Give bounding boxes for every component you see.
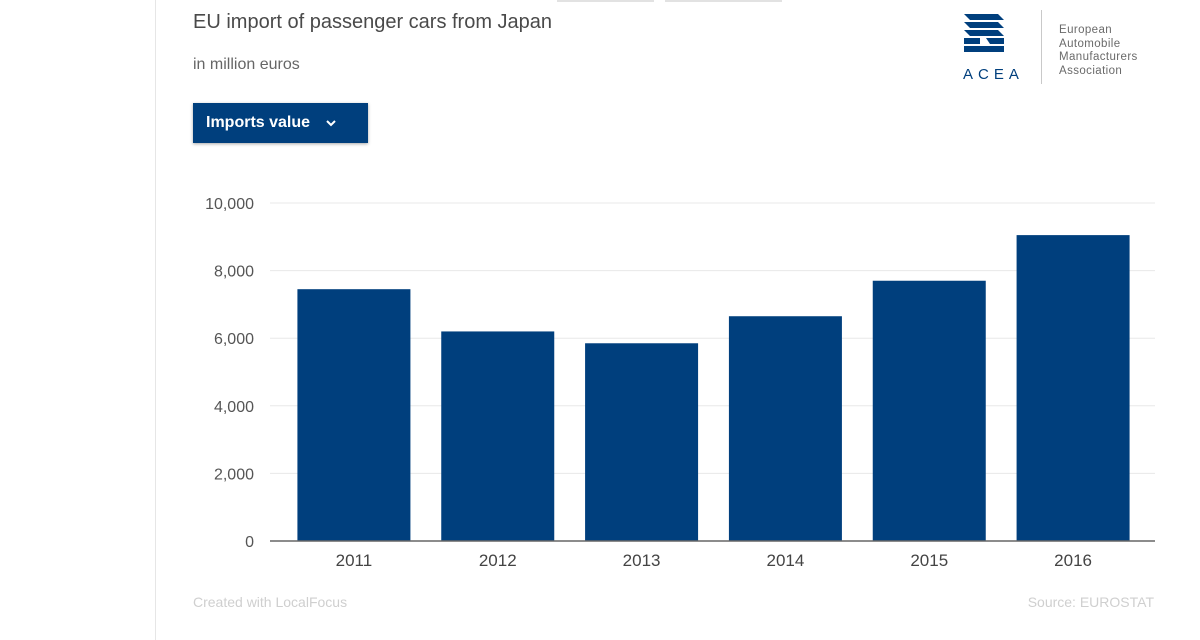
metric-dropdown-label: Imports value xyxy=(206,114,311,131)
bar xyxy=(585,343,699,541)
acea-logo-icon xyxy=(964,14,1004,52)
chart-subtitle: in million euros xyxy=(193,56,300,73)
x-tick-label: 2015 xyxy=(910,551,948,570)
bar xyxy=(872,280,986,541)
y-tick-label: 8,000 xyxy=(214,264,254,281)
y-tick-label: 10,000 xyxy=(205,196,254,213)
chart-title: EU import of passenger cars from Japan xyxy=(193,11,553,33)
y-tick-label: 4,000 xyxy=(214,399,254,416)
bar xyxy=(441,331,555,541)
chevron-down-icon xyxy=(326,120,336,127)
footer-credit: Created with LocalFocus xyxy=(193,594,348,610)
logo-name-line: Manufacturers xyxy=(1059,51,1138,63)
x-tick-label: 2014 xyxy=(767,551,805,570)
x-tick-label: 2013 xyxy=(623,551,661,570)
bar xyxy=(1016,235,1130,542)
y-tick-label: 6,000 xyxy=(214,331,254,348)
x-tick-label: 2011 xyxy=(336,551,373,570)
y-tick-label: 2,000 xyxy=(214,466,254,483)
y-tick-label: 0 xyxy=(245,534,254,551)
logo-name-line: Association xyxy=(1059,64,1123,77)
logo-name-line: Automobile xyxy=(1059,37,1121,50)
logo-separator xyxy=(1041,10,1042,84)
metric-dropdown[interactable]: Imports value xyxy=(193,103,368,143)
footer-source: Source: EUROSTAT xyxy=(1027,594,1154,610)
top-tab-edge xyxy=(665,0,782,2)
x-tick-label: 2016 xyxy=(1054,551,1092,570)
x-tick-label: 2012 xyxy=(479,551,517,570)
left-divider xyxy=(155,0,156,640)
logo-abbreviation: ACEA xyxy=(963,66,1024,83)
logo-name-line: European xyxy=(1059,24,1113,36)
bar xyxy=(728,316,842,541)
logo-organization-name: European Automobile Manufacturers Associ… xyxy=(1059,24,1138,78)
bar xyxy=(297,289,411,541)
top-tab-edge xyxy=(557,0,654,2)
